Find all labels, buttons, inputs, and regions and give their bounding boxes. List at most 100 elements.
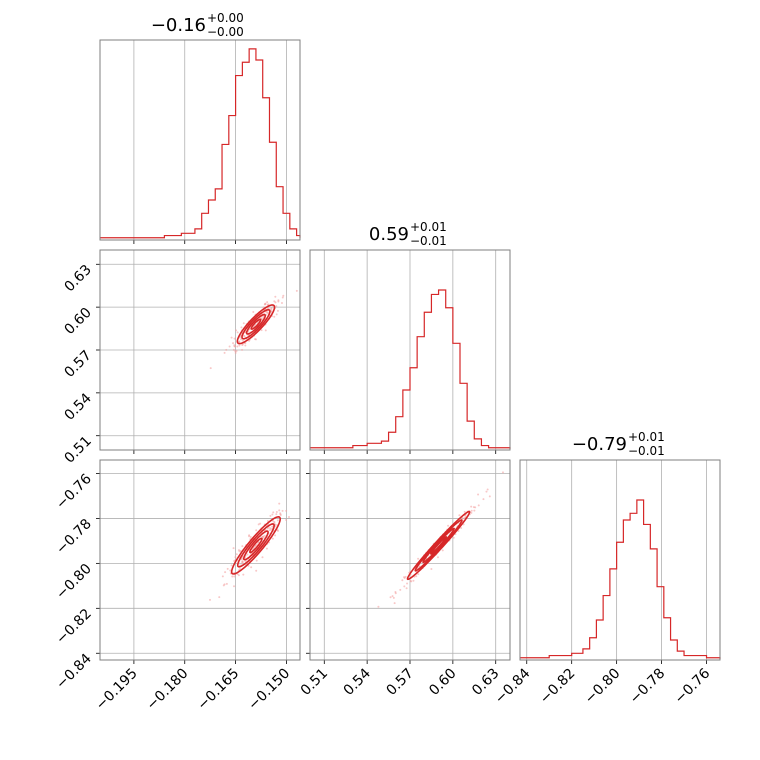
sample-point: [470, 509, 473, 512]
sample-point: [234, 351, 237, 354]
title-param-2: 0.59 +0.01 −0.01: [369, 220, 447, 248]
panel-frame: [99, 459, 301, 661]
sample-point: [238, 568, 241, 571]
x-tick-label: −0.195: [93, 666, 141, 714]
title-param-1-upper: +0.00: [207, 11, 244, 25]
sample-point: [280, 302, 283, 305]
sample-point: [218, 596, 221, 599]
sample-point: [285, 509, 288, 512]
sample-point: [275, 313, 278, 316]
sample-point: [377, 605, 380, 608]
sample-point: [271, 513, 274, 516]
sample-point: [282, 294, 285, 297]
sample-point: [259, 522, 262, 525]
title-param-1-lower: −0.00: [207, 25, 244, 39]
sample-point: [287, 515, 290, 518]
histogram-line: [100, 48, 301, 239]
contour-line: [230, 516, 282, 575]
x-tick-label: −0.80: [582, 666, 624, 708]
contour-line: [236, 304, 276, 345]
sample-point: [233, 585, 236, 588]
sample-point: [236, 573, 239, 576]
sample-point: [243, 335, 246, 338]
sample-point: [241, 561, 244, 564]
sample-point: [232, 348, 235, 351]
sample-point: [270, 528, 273, 531]
sample-point: [272, 520, 275, 523]
sample-point: [276, 309, 279, 312]
sample-point: [403, 585, 406, 588]
sample-point: [488, 495, 491, 498]
x-tick-label: −0.84: [492, 665, 534, 707]
x-tick-label: −0.76: [672, 665, 714, 707]
sample-point: [276, 529, 279, 532]
sample-point: [238, 344, 241, 347]
x-tick-label: −0.82: [537, 666, 579, 708]
sample-point: [248, 534, 251, 537]
contour-line: [242, 530, 269, 561]
x-tick-label: 0.51: [298, 666, 331, 699]
sample-point: [236, 345, 239, 348]
x-tick-label: −0.78: [627, 666, 669, 708]
sample-point: [231, 575, 234, 578]
title-param-1-value: −0.16: [151, 15, 206, 36]
sample-point: [234, 556, 237, 559]
sample-point: [406, 582, 409, 585]
sample-point: [260, 329, 263, 332]
y-tick-label: −0.78: [53, 516, 95, 558]
sample-point: [250, 566, 253, 569]
sample-point: [393, 602, 396, 605]
y-tick-label: 0.57: [61, 348, 94, 381]
sample-point: [252, 311, 255, 314]
sample-point: [278, 509, 281, 512]
sample-point: [263, 534, 266, 537]
x-tick-label: −0.150: [245, 666, 293, 714]
sample-point: [401, 579, 404, 582]
sample-point: [237, 549, 240, 552]
sample-point: [392, 596, 395, 599]
sample-point: [262, 535, 265, 538]
sample-point: [238, 340, 241, 343]
sample-point: [285, 518, 288, 521]
sample-point: [266, 311, 269, 314]
sample-point: [264, 329, 267, 332]
sample-point: [241, 348, 244, 351]
sample-point: [403, 577, 406, 580]
sample-point: [486, 488, 489, 491]
sample-point: [457, 529, 460, 532]
sample-point: [460, 526, 463, 529]
sample-point: [242, 573, 245, 576]
sample-point: [266, 303, 269, 306]
panel-frame: [309, 459, 511, 661]
sample-point: [447, 524, 450, 527]
sample-point: [230, 336, 233, 339]
sample-point: [266, 527, 269, 530]
histogram-panel-3: [519, 459, 721, 664]
sample-point: [278, 502, 281, 505]
sample-point: [262, 306, 265, 309]
sample-point: [235, 350, 238, 353]
histogram-line: [520, 499, 721, 659]
title-param-3-lower: −0.01: [628, 444, 665, 458]
sample-point: [223, 351, 226, 354]
sample-point: [265, 547, 268, 550]
sample-point: [430, 567, 433, 570]
sample-point: [271, 537, 274, 540]
sample-point: [222, 584, 225, 587]
panel-frame: [309, 249, 511, 451]
sample-point: [274, 525, 277, 528]
sample-point: [268, 529, 271, 532]
x-tick-label: 0.60: [426, 666, 459, 699]
panel-frame: [99, 39, 301, 241]
title-param-3: −0.79 +0.01 −0.01: [572, 430, 665, 458]
sample-point: [275, 305, 278, 308]
sample-point: [477, 504, 480, 507]
sample-point: [254, 338, 257, 341]
sample-point: [418, 565, 421, 568]
sample-point: [417, 573, 420, 576]
contour-line: [249, 537, 263, 554]
sample-point: [246, 553, 249, 556]
sample-point: [241, 339, 244, 342]
sample-point: [229, 569, 232, 572]
sample-point: [240, 326, 243, 329]
